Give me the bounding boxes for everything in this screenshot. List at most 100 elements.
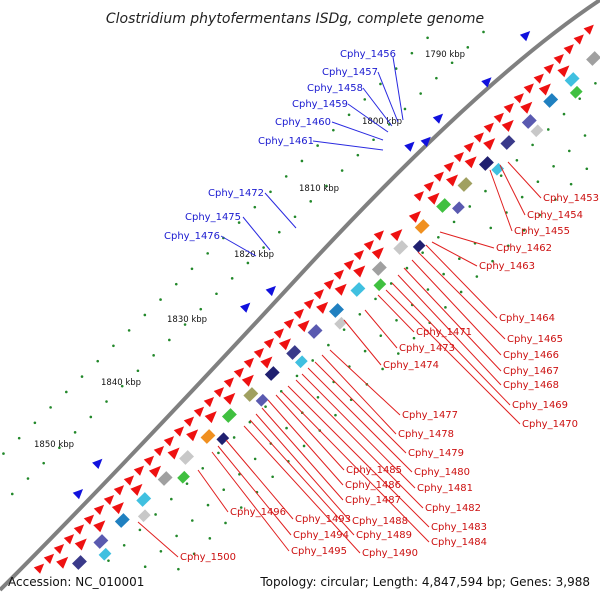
tick-marks <box>2 30 597 571</box>
tick-dot <box>152 354 155 357</box>
gene-label[interactable]: Cphy_1496 <box>230 507 286 518</box>
leader-line <box>220 235 257 257</box>
forward-cds-arrow <box>390 229 403 242</box>
tick-dot <box>293 215 297 219</box>
gene-label[interactable]: Cphy_1457 <box>322 67 378 78</box>
feature-box <box>334 316 347 330</box>
blue-gene-labels: Cphy_1456 Cphy_1457 Cphy_1458 Cphy_1459 … <box>164 49 404 257</box>
tick-dot <box>206 252 209 255</box>
feature-box <box>564 72 580 87</box>
tick-dot <box>567 149 571 153</box>
gene-label[interactable]: Cphy_1484 <box>431 537 487 548</box>
map-title: Clostridium phytofermentans ISDg, comple… <box>106 11 484 27</box>
tick-dot <box>17 436 21 440</box>
tick-dot <box>73 431 77 434</box>
tick-dot <box>138 528 142 532</box>
tick-dot <box>372 138 375 142</box>
forward-cds-arrow <box>473 132 484 143</box>
tick-dot <box>271 475 274 479</box>
forward-cds-arrow <box>513 93 524 104</box>
forward-cds-arrow <box>203 396 215 408</box>
gene-label[interactable]: Cphy_1489 <box>356 530 412 541</box>
gene-label[interactable]: Cphy_1475 <box>185 212 241 223</box>
forward-cds-arrow <box>93 504 105 515</box>
feature-box <box>586 51 600 66</box>
gene-label[interactable]: Cphy_1467 <box>503 366 559 377</box>
feature-box <box>373 278 387 292</box>
red-gene-labels: Cphy_1453 Cphy_1454 Cphy_1455 Cphy_1462 … <box>137 161 599 563</box>
gene-label[interactable]: Cphy_1458 <box>307 83 363 94</box>
tick-dot <box>325 184 328 188</box>
tick-dot <box>491 259 494 263</box>
tick-dot <box>389 282 393 285</box>
gene-label[interactable]: Cphy_1466 <box>503 350 559 361</box>
gene-label[interactable]: Cphy_1472 <box>208 188 264 199</box>
gene-label[interactable]: Cphy_1488 <box>352 516 408 527</box>
gene-label[interactable]: Cphy_1463 <box>479 261 535 272</box>
gene-label[interactable]: Cphy_1462 <box>496 243 552 254</box>
tick-dot <box>546 128 550 131</box>
forward-cds-arrow <box>241 374 254 387</box>
tick-dot <box>10 492 14 496</box>
gene-label[interactable]: Cphy_1461 <box>258 136 314 147</box>
gene-label[interactable]: Cphy_1469 <box>512 400 568 411</box>
gene-label[interactable]: Cphy_1471 <box>416 327 472 338</box>
reverse-cds-arrow <box>420 136 431 148</box>
gene-label[interactable]: Cphy_1459 <box>292 99 348 110</box>
forward-cds-arrow <box>73 524 85 535</box>
tick-dot <box>237 221 241 224</box>
gene-label[interactable]: Cphy_1465 <box>507 334 563 345</box>
kbp-label: 1850 kbp <box>34 440 74 450</box>
tick-dot <box>215 292 218 296</box>
tick-dot <box>122 543 126 547</box>
gene-label[interactable]: Cphy_1460 <box>275 117 331 128</box>
forward-cds-arrow <box>313 289 324 300</box>
gene-label[interactable]: Cphy_1490 <box>362 548 418 559</box>
tick-dot <box>279 389 283 393</box>
tick-dot <box>107 559 110 562</box>
gene-label[interactable]: Cphy_1473 <box>399 343 455 354</box>
gene-label[interactable]: Cphy_1481 <box>417 483 473 494</box>
gene-label[interactable]: Cphy_1485 <box>346 465 402 476</box>
gene-label[interactable]: Cphy_1478 <box>398 429 454 440</box>
gene-label[interactable]: Cphy_1454 <box>527 210 583 221</box>
gene-label[interactable]: Cphy_1464 <box>499 313 555 324</box>
gene-label[interactable]: Cphy_1482 <box>425 503 481 514</box>
tick-dot <box>170 497 173 501</box>
gene-label[interactable]: Cphy_1500 <box>180 552 236 563</box>
gene-label[interactable]: Cphy_1477 <box>402 410 458 421</box>
tick-dot <box>316 395 320 399</box>
tick-dot <box>499 174 503 177</box>
forward-cds-arrow <box>373 230 384 241</box>
gene-label[interactable]: Cphy_1487 <box>345 495 401 506</box>
gene-label[interactable]: Cphy_1455 <box>514 226 570 237</box>
tick-dot <box>379 82 382 86</box>
leader-line <box>312 140 384 151</box>
gene-label[interactable]: Cphy_1456 <box>340 49 396 60</box>
forward-cds-arrow <box>538 83 551 96</box>
gene-label[interactable]: Cphy_1453 <box>543 193 599 204</box>
forward-cds-arrow <box>260 356 273 369</box>
gene-label[interactable]: Cphy_1470 <box>522 419 578 430</box>
feature-box <box>255 393 269 407</box>
gene-label[interactable]: Cphy_1476 <box>164 231 220 242</box>
tick-dot <box>120 384 124 388</box>
leader-line <box>362 87 393 127</box>
feature-box <box>179 450 194 465</box>
gene-label[interactable]: Cphy_1468 <box>503 380 559 391</box>
gene-label[interactable]: Cphy_1480 <box>414 467 470 478</box>
gene-label[interactable]: Cphy_1494 <box>293 530 349 541</box>
gene-label[interactable]: Cphy_1493 <box>295 514 351 525</box>
forward-cds-arrow <box>343 259 354 270</box>
gene-label[interactable]: Cphy_1483 <box>431 522 487 533</box>
tick-dot <box>105 400 108 403</box>
gene-label[interactable]: Cphy_1479 <box>408 448 464 459</box>
gene-label[interactable]: Cphy_1474 <box>383 360 439 371</box>
tick-dot <box>332 128 335 132</box>
tick-dot <box>159 298 162 301</box>
tick-dot <box>262 246 265 249</box>
reverse-cds-arrow <box>265 285 276 297</box>
tick-dot <box>264 405 267 408</box>
gene-label[interactable]: Cphy_1495 <box>291 546 347 557</box>
forward-cds-arrow <box>33 563 45 574</box>
